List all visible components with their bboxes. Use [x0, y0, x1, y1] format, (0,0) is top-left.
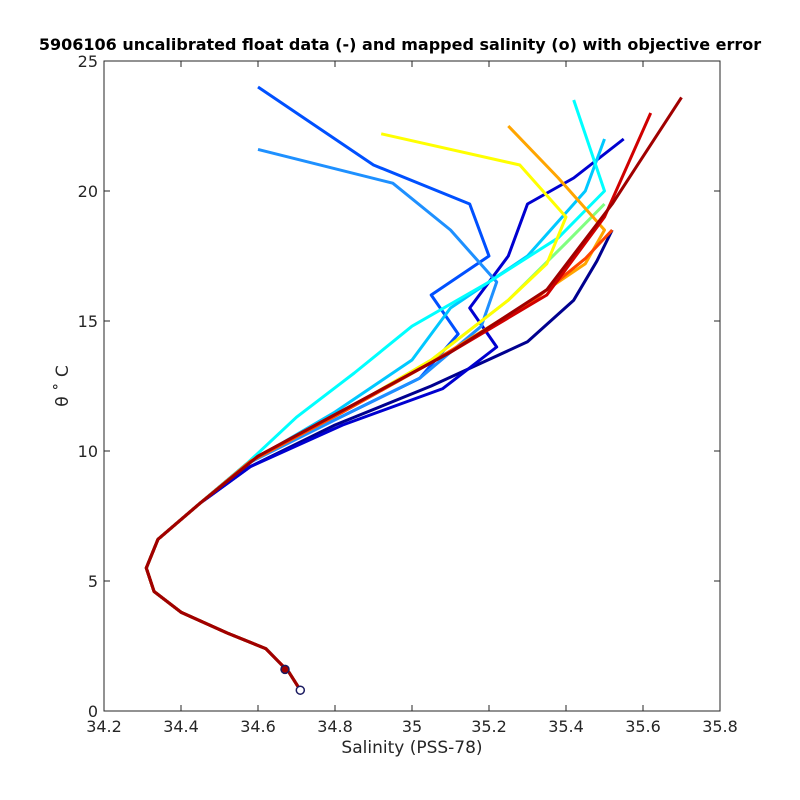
y-tick-label: 5 — [88, 572, 98, 591]
y-tick-label: 25 — [78, 52, 98, 71]
x-axis-ticks: 34.2 34.4 34.6 34.8 35 35.2 35.4 35.6 35.8 — [86, 61, 738, 736]
profile-line-12 — [144, 96, 683, 692]
y-tick-label: 10 — [78, 442, 98, 461]
x-tick-label: 35.2 — [471, 717, 507, 736]
x-tick-label: 35.4 — [548, 717, 584, 736]
chart-title: 5906106 uncalibrated float data (-) and … — [39, 35, 761, 54]
x-tick-label: 35.8 — [702, 717, 738, 736]
x-tick-label: 34.8 — [317, 717, 353, 736]
profile-line-7 — [144, 202, 606, 692]
x-tick-label: 35 — [402, 717, 422, 736]
mapped-salinity-point — [295, 685, 306, 695]
x-tick-label: 34.6 — [240, 717, 276, 736]
x-axis-label: Salinity (PSS-78) — [341, 738, 482, 758]
profile-line-11 — [144, 112, 653, 692]
y-tick-label: 0 — [88, 702, 98, 721]
profile-line-3 — [144, 85, 491, 692]
y-axis-label: θ ˚ C — [52, 365, 73, 407]
x-tick-label: 34.2 — [86, 717, 122, 736]
y-axis-ticks: 0 5 10 15 20 25 — [78, 52, 720, 721]
mapped-salinity-point — [280, 664, 290, 675]
y-tick-label: 20 — [78, 182, 98, 201]
x-tick-label: 34.4 — [163, 717, 199, 736]
y-tick-label: 15 — [78, 312, 98, 331]
x-tick-label: 35.6 — [625, 717, 661, 736]
profile-line-2 — [144, 137, 625, 692]
axes-box — [103, 60, 721, 712]
profile-line-8 — [144, 132, 568, 692]
plot-area — [144, 85, 683, 692]
mapped-salinity-points — [280, 664, 306, 695]
